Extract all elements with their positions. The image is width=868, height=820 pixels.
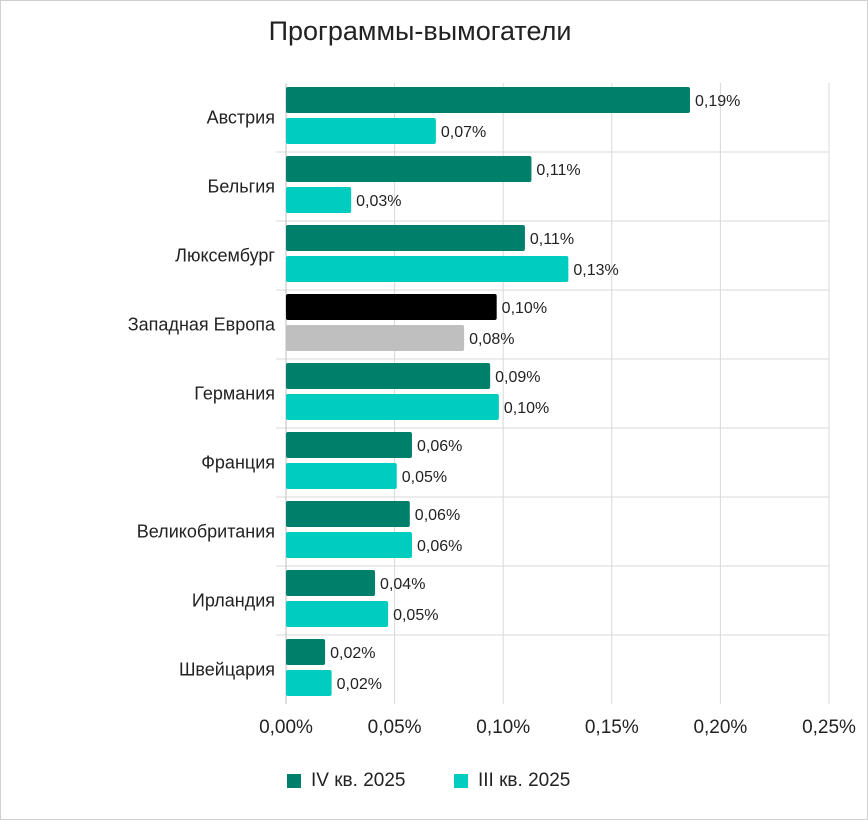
x-tick-label: 0,25% (802, 717, 856, 738)
category-label: Германия (194, 384, 275, 404)
bar (286, 118, 436, 144)
data-label: 0,10% (502, 300, 547, 317)
legend-item-q3: III кв. 2025 (454, 770, 570, 792)
data-label: 0,13% (573, 262, 618, 279)
data-label: 0,09% (495, 369, 540, 386)
category-label: Великобритания (137, 522, 275, 542)
bar (286, 187, 352, 213)
data-label: 0,11% (536, 162, 580, 179)
bar (286, 325, 465, 351)
chart-title: Программы-вымогатели (268, 16, 572, 46)
bar (286, 156, 532, 182)
category-label: Ирландия (192, 591, 275, 611)
data-label: 0,08% (469, 331, 514, 348)
legend-label-q3: III кв. 2025 (478, 770, 571, 791)
bar (286, 294, 497, 320)
legend-swatch-q3 (454, 774, 468, 788)
bar (286, 363, 491, 389)
legend-label-q4: IV кв. 2025 (311, 770, 406, 791)
x-tick-label: 0,15% (585, 717, 639, 738)
data-label: 0,04% (380, 576, 425, 593)
data-label: 0,06% (417, 438, 462, 455)
x-tick-label: 0,05% (368, 717, 422, 738)
legend-item-q4: IV кв. 2025 (287, 770, 405, 792)
bar (286, 532, 412, 558)
legend-swatch-q4 (287, 774, 301, 788)
bar (286, 570, 376, 596)
data-label: 0,10% (504, 400, 549, 417)
category-label: Люксембург (175, 246, 275, 266)
data-label: 0,02% (337, 676, 382, 693)
data-label: 0,02% (330, 645, 375, 662)
bar (286, 639, 326, 665)
bar (286, 601, 389, 627)
x-tick-label: 0,10% (476, 717, 530, 738)
data-label: 0,06% (415, 507, 460, 524)
bar (286, 225, 525, 251)
category-label: Западная Европа (128, 315, 276, 335)
category-label: Швейцария (179, 660, 275, 680)
bar (286, 256, 569, 282)
data-label: 0,05% (402, 469, 447, 486)
data-label: 0,11% (530, 231, 574, 248)
x-tick-label: 0,20% (693, 717, 747, 738)
bar (286, 394, 499, 420)
x-tick-label: 0,00% (259, 717, 313, 738)
data-label: 0,07% (441, 124, 486, 141)
bar (286, 670, 332, 696)
category-label: Австрия (207, 108, 275, 128)
data-label: 0,03% (356, 193, 401, 210)
bar (286, 501, 410, 527)
data-label: 0,05% (393, 607, 438, 624)
data-label: 0,19% (695, 93, 740, 110)
category-label: Бельгия (208, 177, 275, 197)
data-label: 0,06% (417, 538, 462, 555)
bar (286, 432, 412, 458)
bar (286, 463, 397, 489)
category-label: Франция (201, 453, 275, 473)
bar (286, 87, 690, 113)
